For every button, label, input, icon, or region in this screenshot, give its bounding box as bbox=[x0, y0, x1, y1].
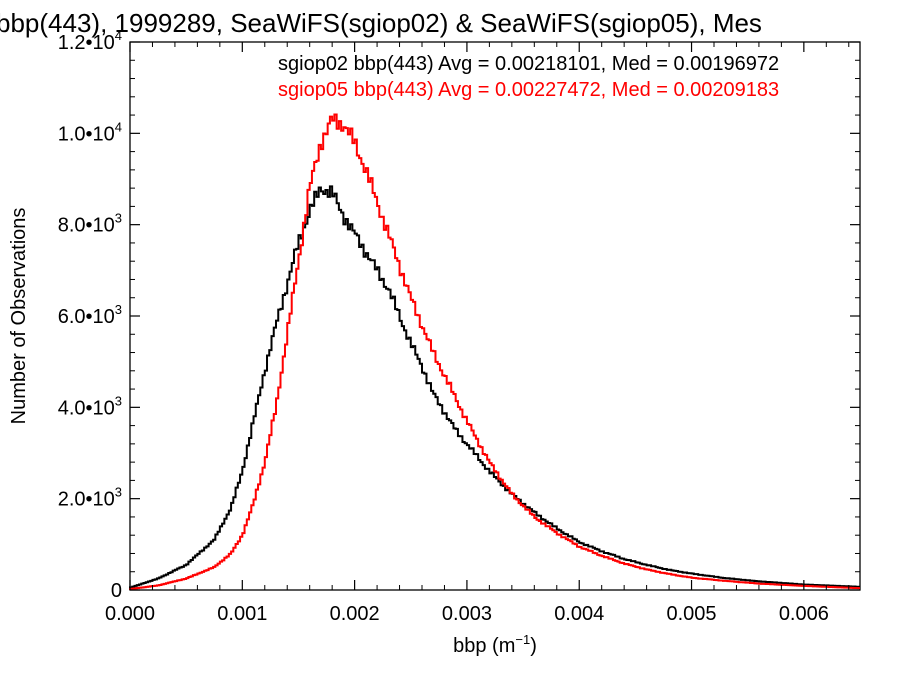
x-tick-label: 0.002 bbox=[330, 603, 380, 625]
y-tick-mantissa: 6.0•10 bbox=[58, 306, 115, 328]
y-tick-mantissa: 1.2•10 bbox=[58, 32, 115, 54]
y-tick-label: 6.0•103 bbox=[58, 302, 122, 328]
series-line-1 bbox=[129, 113, 860, 590]
y-tick-label: 8.0•103 bbox=[58, 211, 122, 237]
plot-frame bbox=[129, 41, 861, 591]
y-tick-mantissa: 1.0•10 bbox=[58, 123, 115, 145]
x-axis-title-main: bbp (m bbox=[453, 635, 515, 657]
x-tick-label: 0.006 bbox=[779, 603, 829, 625]
y-tick-mantissa: 8.0•10 bbox=[58, 215, 115, 237]
annotation-sgiop02: sgiop02 bbp(443) Avg = 0.00218101, Med =… bbox=[278, 53, 779, 75]
x-axis-title-suffix: ) bbox=[530, 635, 537, 657]
y-tick-label: 1.0•104 bbox=[58, 119, 122, 145]
y-tick-mantissa: 0 bbox=[111, 580, 122, 602]
y-tick-mantissa: 4.0•10 bbox=[58, 397, 115, 419]
chart-title: bbp(443), 1999289, SeaWiFS(sgiop02) & Se… bbox=[0, 8, 762, 38]
y-tick-exponent: 4 bbox=[115, 119, 122, 134]
x-axis-title-exponent: −1 bbox=[515, 632, 530, 647]
x-tick-label: 0.004 bbox=[554, 603, 604, 625]
y-tick-exponent: 3 bbox=[115, 302, 122, 317]
y-tick-exponent: 4 bbox=[115, 28, 122, 43]
series-line-0 bbox=[129, 185, 860, 590]
y-tick-exponent: 3 bbox=[115, 211, 122, 226]
y-tick-label: 1.2•104 bbox=[58, 28, 122, 54]
y-tick-exponent: 3 bbox=[115, 485, 122, 500]
series-layer bbox=[129, 113, 860, 590]
y-tick-label: 4.0•103 bbox=[58, 393, 122, 419]
x-axis-title: bbp (m−1) bbox=[453, 632, 537, 657]
y-axis-title: Number of Observations bbox=[8, 208, 30, 425]
tick-layer: 0.000 0.001 0.002 0.003 0.004 0.005 0.006 0 2.0•… bbox=[58, 28, 860, 625]
annotation-sgiop05: sgiop05 bbp(443) Avg = 0.00227472, Med =… bbox=[278, 79, 779, 101]
x-tick-label: 0.000 bbox=[105, 603, 155, 625]
y-tick-label: 2.0•103 bbox=[58, 485, 122, 511]
x-tick-label: 0.001 bbox=[217, 603, 267, 625]
y-tick-mantissa: 2.0•10 bbox=[58, 489, 115, 511]
x-tick-label: 0.005 bbox=[667, 603, 717, 625]
x-tick-label: 0.003 bbox=[442, 603, 492, 625]
y-tick-exponent: 3 bbox=[115, 393, 122, 408]
y-tick-label: 0 bbox=[111, 580, 122, 602]
